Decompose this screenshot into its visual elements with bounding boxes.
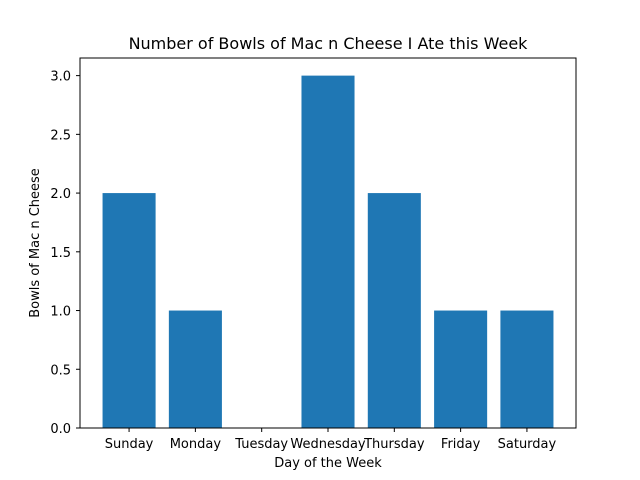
chart-title: Number of Bowls of Mac n Cheese I Ate th…	[129, 34, 529, 53]
bar-thursday	[367, 193, 421, 428]
bars-group	[102, 75, 554, 429]
x-tick-label-friday: Friday	[441, 437, 481, 452]
x-tick-label-tuesday: Tuesday	[234, 437, 288, 452]
bar-monday	[168, 310, 222, 428]
y-tick-label: 2.5	[50, 128, 71, 143]
x-tick-label-sunday: Sunday	[105, 437, 154, 452]
x-axis-label: Day of the Week	[274, 456, 382, 471]
bar-saturday	[500, 310, 554, 428]
y-axis: 0.0 0.5 1.0 1.5 2.0 2.5 3.0	[50, 70, 80, 437]
y-tick-label: 1.0	[50, 305, 71, 320]
y-tick-label: 0.0	[50, 422, 71, 437]
x-tick-label-wednesday: Wednesday	[290, 437, 366, 452]
bar-wednesday	[301, 75, 355, 429]
y-tick-label: 3.0	[50, 70, 71, 85]
x-tick-label-saturday: Saturday	[498, 437, 557, 452]
y-tick-label: 1.5	[50, 246, 71, 261]
x-tick-label-thursday: Thursday	[363, 437, 425, 452]
bar-friday	[434, 310, 488, 428]
bar-sunday	[102, 193, 156, 428]
y-tick-label: 0.5	[50, 363, 71, 378]
y-axis-label: Bowls of Mac n Cheese	[28, 168, 43, 318]
x-tick-label-monday: Monday	[170, 437, 222, 452]
y-tick-label: 2.0	[50, 187, 71, 202]
